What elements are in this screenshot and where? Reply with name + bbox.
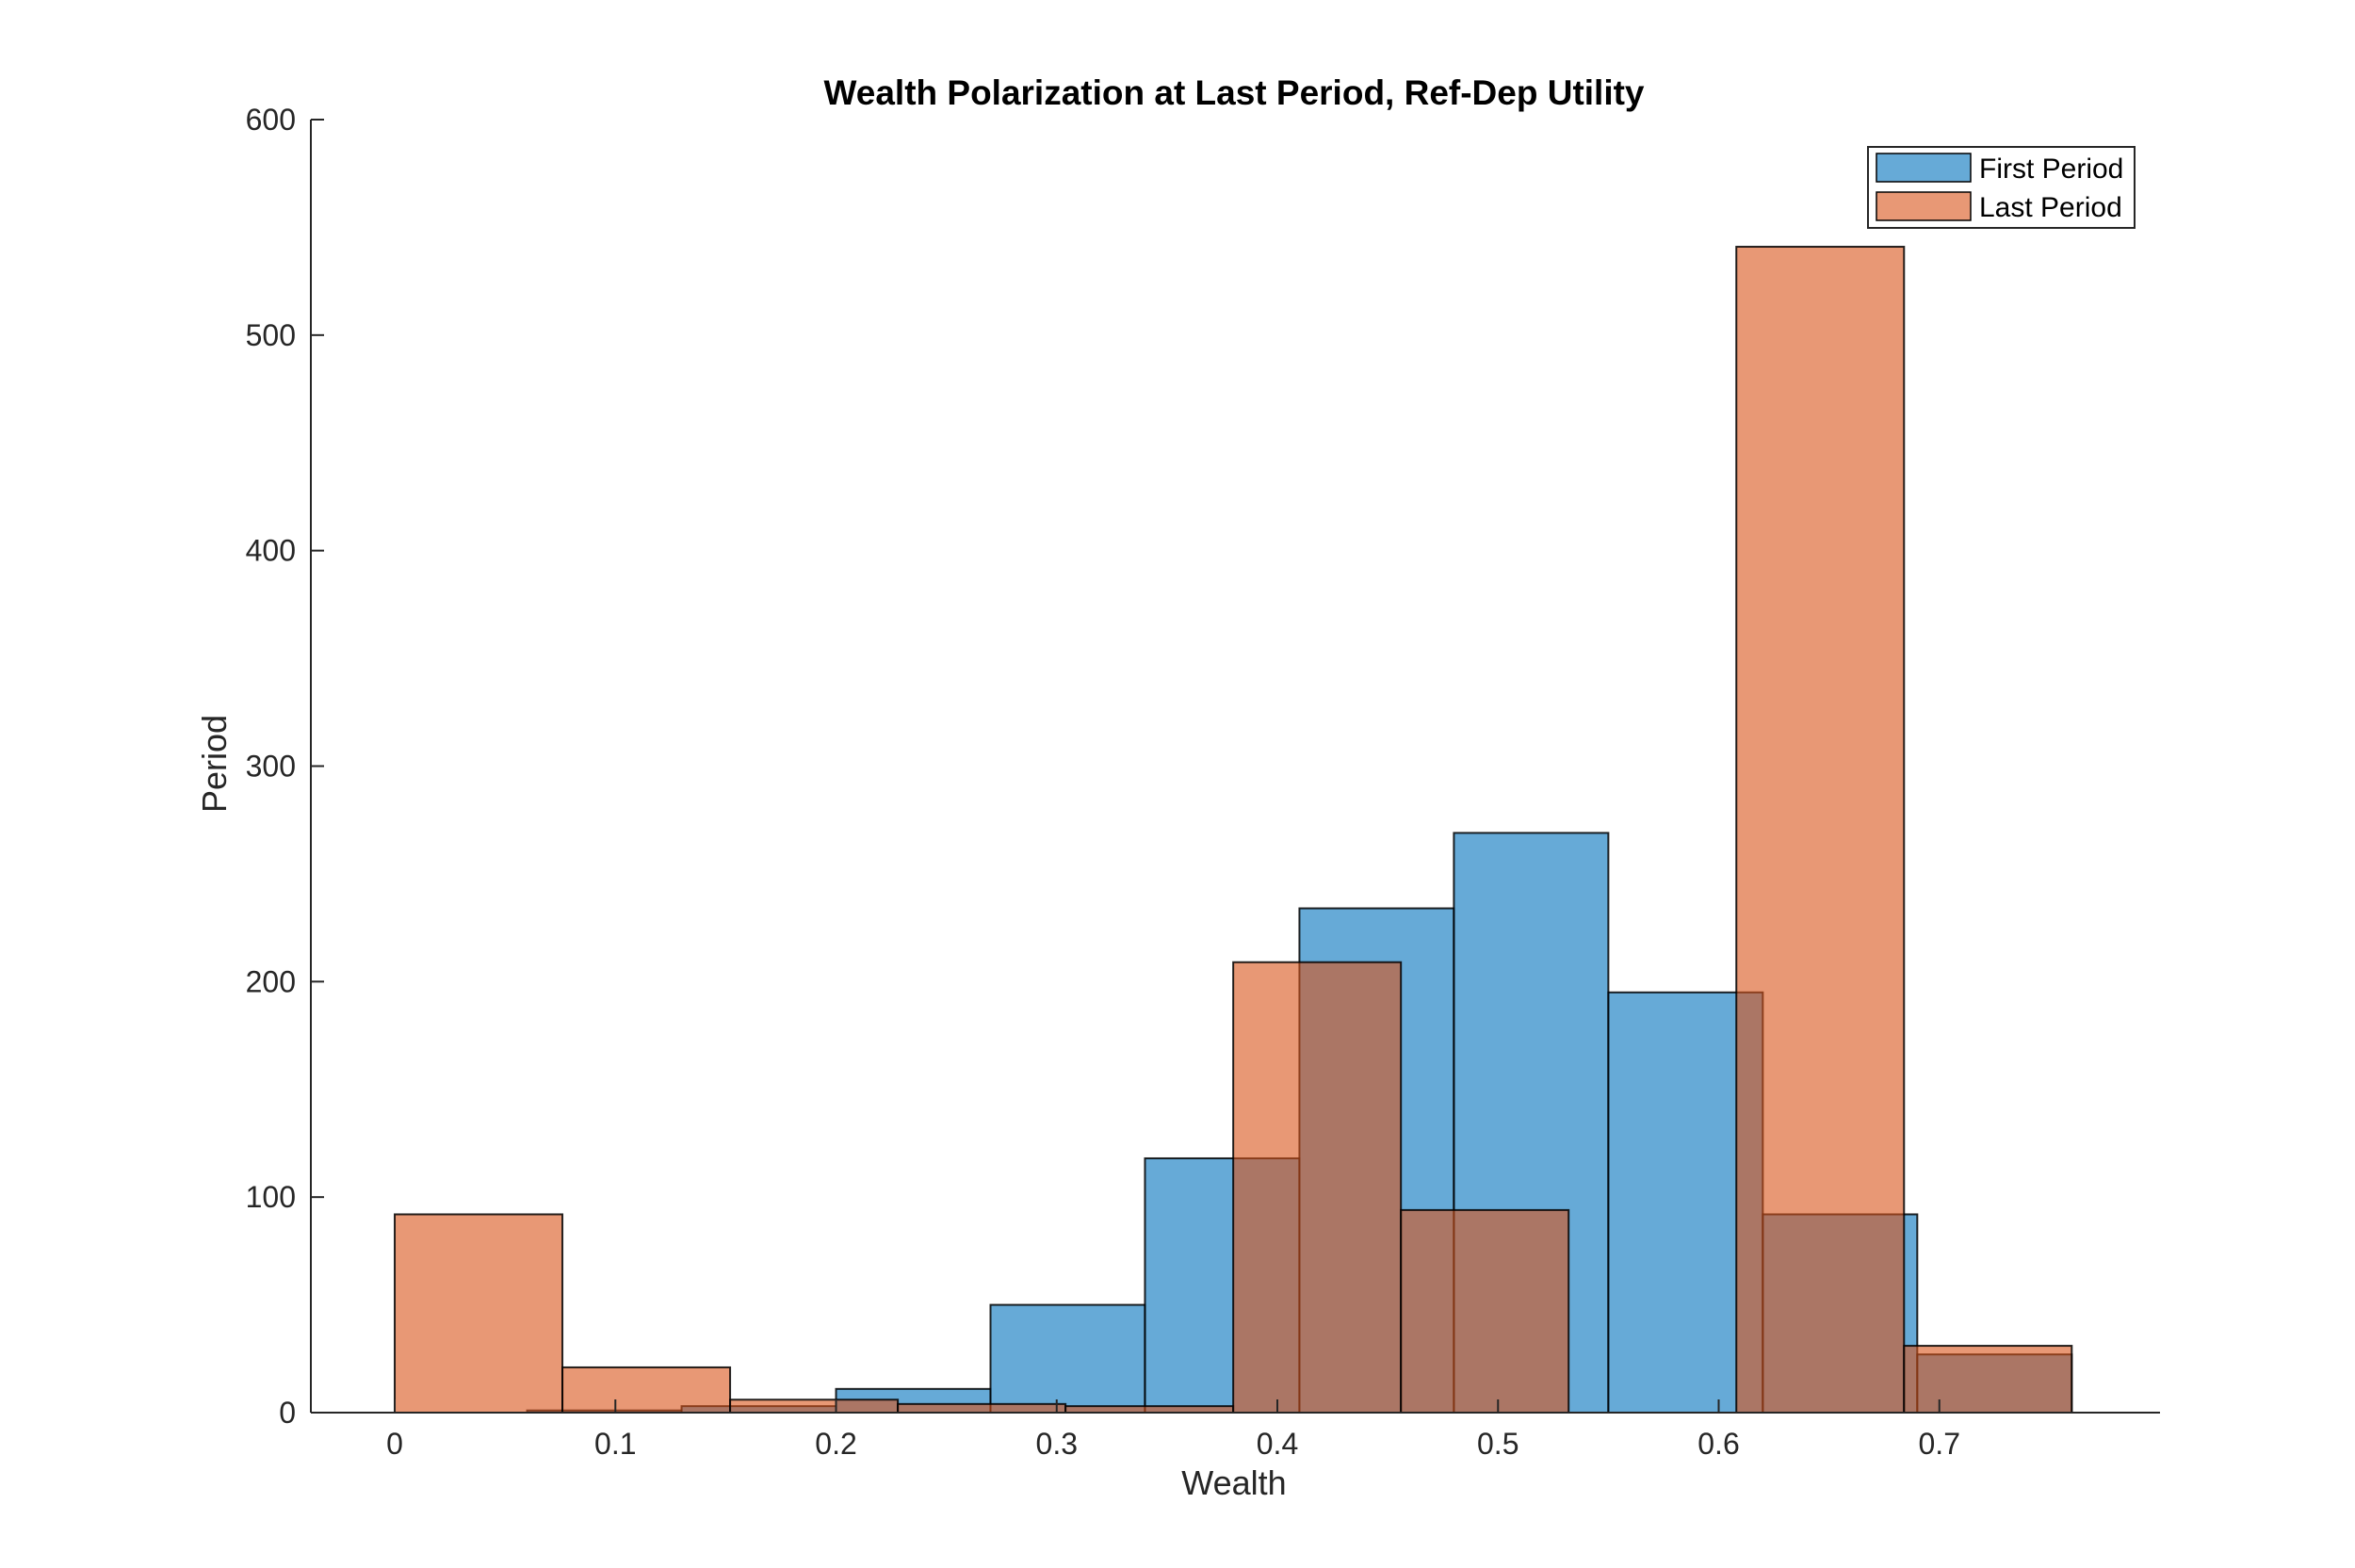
last-period-bar-3 [897,1402,1067,1414]
legend[interactable]: First Period Last Period [1867,146,2136,229]
x-tick-label: 0.3 [1036,1427,1078,1461]
y-tick-label: 600 [246,103,296,137]
legend-label-first-period: First Period [1979,154,2123,185]
last-period-bar-1 [561,1366,732,1414]
x-tick-label: 0.1 [594,1427,636,1461]
x-tick-label: 0.6 [1697,1427,1739,1461]
y-tick-label: 200 [246,964,296,998]
x-axis-label: Wealth [1181,1463,1286,1502]
legend-swatch-first-period [1876,153,1972,183]
last-period-bar-0 [394,1213,564,1414]
last-period-bar-4 [1064,1405,1235,1414]
last-period-bar-9 [1903,1345,2073,1414]
y-tick-label: 400 [246,534,296,568]
legend-label-last-period: Last Period [1979,192,2122,223]
y-tick-label: 500 [246,318,296,352]
y-axis-label: Period [195,715,234,813]
bars-layer [394,246,2073,1414]
x-tick-label: 0.7 [1919,1427,1960,1461]
x-tick-label: 0.4 [1257,1427,1298,1461]
first-period-bar-3 [989,1303,1146,1414]
chart-title: Wealth Polarization at Last Period, Ref-… [824,73,1645,112]
y-tick-label: 0 [279,1396,296,1430]
last-period-bar-5 [1232,961,1403,1414]
x-tick-label: 0.5 [1477,1427,1519,1461]
x-tick-label: 0 [386,1427,403,1461]
y-ticks: 0 100 200 300 400 500 600 [246,103,324,1430]
x-tick-label: 0.2 [815,1427,856,1461]
y-tick-label: 100 [246,1180,296,1214]
last-period-bar-6 [1400,1208,1570,1414]
x-ticks: 0 0.1 0.2 0.3 0.4 0.5 0.6 0.7 [386,1399,1960,1461]
last-period-bar-2 [729,1398,900,1414]
legend-swatch-last-period [1876,191,1972,221]
last-period-bar-8 [1735,246,1906,1414]
y-tick-label: 300 [246,750,296,784]
